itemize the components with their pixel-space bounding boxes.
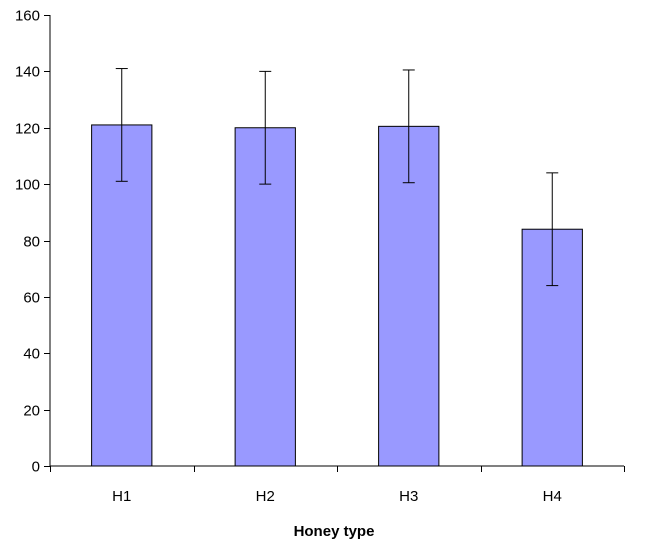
x-axis-title: Honey type: [294, 523, 375, 540]
axes: [49, 15, 625, 472]
y-tick-label: 140: [15, 64, 40, 81]
bars: [91, 124, 583, 467]
x-tick-label: H2: [256, 488, 275, 505]
y-tick-label: 80: [23, 234, 40, 251]
y-tick-label: 160: [15, 8, 40, 25]
y-tick-label: 60: [23, 290, 40, 307]
y-tick-label: 0: [32, 459, 40, 476]
y-axis-ticks: 0 20 40 60 80 100 120 140 160: [15, 8, 50, 476]
y-tick-label: 40: [23, 346, 40, 363]
x-tick-label: H1: [112, 488, 131, 505]
y-tick-label: 120: [15, 121, 40, 138]
x-axis-ticks: H1 H2 H3 H4: [112, 488, 562, 505]
x-tick-label: H4: [543, 488, 562, 505]
y-tick-label: 20: [23, 403, 40, 420]
y-tick-label: 100: [15, 177, 40, 194]
x-tick-label: H3: [399, 488, 418, 505]
error-bars: [115, 68, 559, 287]
